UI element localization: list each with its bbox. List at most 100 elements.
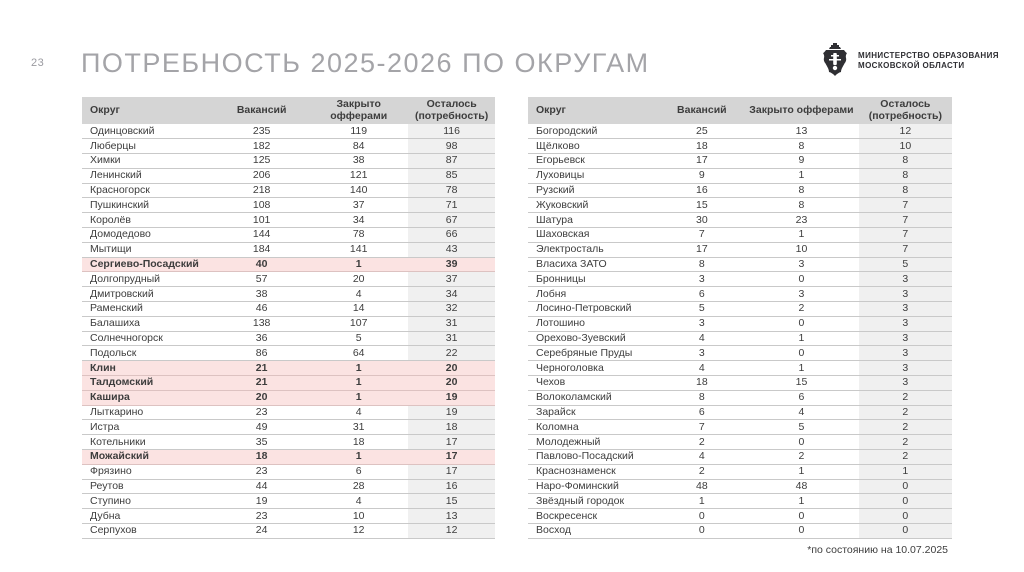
- cell-district: Зарайск: [528, 405, 660, 421]
- cell-closed: 78: [309, 227, 409, 243]
- cell-closed: 1: [309, 375, 409, 391]
- table-row: Талдомский 21 1 20: [82, 375, 495, 391]
- cell-vacancies: 3: [659, 345, 745, 362]
- cell-remaining: 8: [858, 168, 952, 184]
- cell-closed: 0: [744, 434, 859, 451]
- cell-remaining: 43: [408, 242, 495, 258]
- table-row: Лыткарино 23 4 19: [82, 405, 495, 421]
- cell-district: Серпухов: [82, 523, 215, 539]
- cell-remaining: 20: [408, 360, 495, 377]
- col-header-closed: Закрыто офферами: [744, 97, 859, 124]
- cell-closed: 84: [309, 138, 409, 155]
- cell-district: Коломна: [528, 419, 660, 436]
- table-row: Шаховская 7 1 7: [528, 227, 952, 243]
- cell-district: Клин: [82, 360, 215, 377]
- table-row: Раменский 46 14 32: [82, 301, 495, 317]
- ministry-name-line2: МОСКОВСКОЙ ОБЛАСТИ: [858, 61, 965, 70]
- cell-closed: 48: [744, 479, 859, 495]
- cell-vacancies: 2: [659, 434, 745, 451]
- cell-district: Фрязино: [82, 464, 215, 480]
- cell-remaining: 39: [408, 257, 495, 273]
- col-header-vacancies: Вакансий: [214, 97, 310, 124]
- cell-remaining: 87: [408, 153, 495, 169]
- table-row: Чехов 18 15 3: [528, 375, 952, 391]
- cell-remaining: 0: [858, 479, 952, 495]
- cell-district: Рузский: [528, 183, 660, 199]
- cell-district: Красногорск: [82, 183, 215, 199]
- cell-closed: 38: [309, 153, 409, 169]
- table-row: Восход 0 0 0: [528, 523, 952, 539]
- cell-vacancies: 18: [214, 449, 310, 465]
- col-header-closed: Закрыто офферами: [309, 97, 409, 124]
- cell-vacancies: 9: [659, 168, 745, 184]
- cell-vacancies: 4: [659, 331, 745, 347]
- table-row: Бронницы 3 0 3: [528, 271, 952, 288]
- cell-vacancies: 125: [214, 153, 310, 169]
- table-row: Люберцы 182 84 98: [82, 138, 495, 155]
- cell-district: Солнечногорск: [82, 331, 215, 347]
- cell-closed: 1: [744, 227, 859, 243]
- col-header-remaining: Осталось (потребность): [858, 97, 952, 124]
- cell-district: Подольск: [82, 345, 215, 362]
- cell-remaining: 34: [408, 286, 495, 303]
- table-row: Луховицы 9 1 8: [528, 168, 952, 184]
- cell-vacancies: 40: [214, 257, 310, 273]
- cell-closed: 23: [744, 212, 859, 229]
- cell-vacancies: 23: [214, 508, 310, 525]
- cell-closed: 0: [744, 316, 859, 332]
- cell-vacancies: 6: [659, 405, 745, 421]
- cell-vacancies: 23: [214, 405, 310, 421]
- col-header-district: Округ: [528, 97, 660, 124]
- cell-remaining: 116: [408, 124, 495, 140]
- cell-closed: 1: [309, 257, 409, 273]
- cell-district: Котельники: [82, 434, 215, 451]
- cell-remaining: 98: [408, 138, 495, 155]
- cell-remaining: 12: [408, 523, 495, 539]
- table-row: Пушкинский 108 37 71: [82, 197, 495, 214]
- cell-closed: 20: [309, 271, 409, 288]
- cell-closed: 119: [309, 124, 409, 140]
- cell-remaining: 3: [858, 375, 952, 391]
- cell-district: Пушкинский: [82, 197, 215, 214]
- cell-closed: 13: [744, 124, 859, 140]
- cell-remaining: 22: [408, 345, 495, 362]
- cell-remaining: 2: [858, 449, 952, 465]
- cell-remaining: 2: [858, 390, 952, 406]
- cell-closed: 1: [744, 168, 859, 184]
- cell-remaining: 3: [858, 286, 952, 303]
- table-row: Серебряные Пруды 3 0 3: [528, 345, 952, 362]
- cell-district: Талдомский: [82, 375, 215, 391]
- cell-closed: 5: [744, 419, 859, 436]
- table-row: Балашиха 138 107 31: [82, 316, 495, 332]
- cell-closed: 34: [309, 212, 409, 229]
- cell-district: Раменский: [82, 301, 215, 317]
- cell-remaining: 37: [408, 271, 495, 288]
- cell-closed: 141: [309, 242, 409, 258]
- cell-vacancies: 17: [659, 153, 745, 169]
- table-row: Молодежный 2 0 2: [528, 434, 952, 451]
- cell-closed: 14: [309, 301, 409, 317]
- cell-district: Черноголовка: [528, 360, 660, 377]
- cell-district: Власиха ЗАТО: [528, 257, 660, 273]
- cell-remaining: 3: [858, 331, 952, 347]
- table-row: Сергиево-Посадский 40 1 39: [82, 257, 495, 273]
- table-row: Коломна 7 5 2: [528, 419, 952, 436]
- cell-district: Мытищи: [82, 242, 215, 258]
- cell-closed: 0: [744, 523, 859, 539]
- table-row: Щёлково 18 8 10: [528, 138, 952, 155]
- cell-closed: 2: [744, 301, 859, 317]
- cell-vacancies: 182: [214, 138, 310, 155]
- cell-remaining: 67: [408, 212, 495, 229]
- cell-vacancies: 0: [659, 523, 745, 539]
- cell-closed: 1: [309, 390, 409, 406]
- cell-district: Шатура: [528, 212, 660, 229]
- table-row: Павлово-Посадский 4 2 2: [528, 449, 952, 465]
- cell-remaining: 3: [858, 316, 952, 332]
- cell-district: Наро-Фоминский: [528, 479, 660, 495]
- cell-closed: 8: [744, 197, 859, 214]
- cell-remaining: 8: [858, 183, 952, 199]
- cell-closed: 8: [744, 138, 859, 155]
- table-row: Краснознаменск 2 1 1: [528, 464, 952, 480]
- cell-closed: 64: [309, 345, 409, 362]
